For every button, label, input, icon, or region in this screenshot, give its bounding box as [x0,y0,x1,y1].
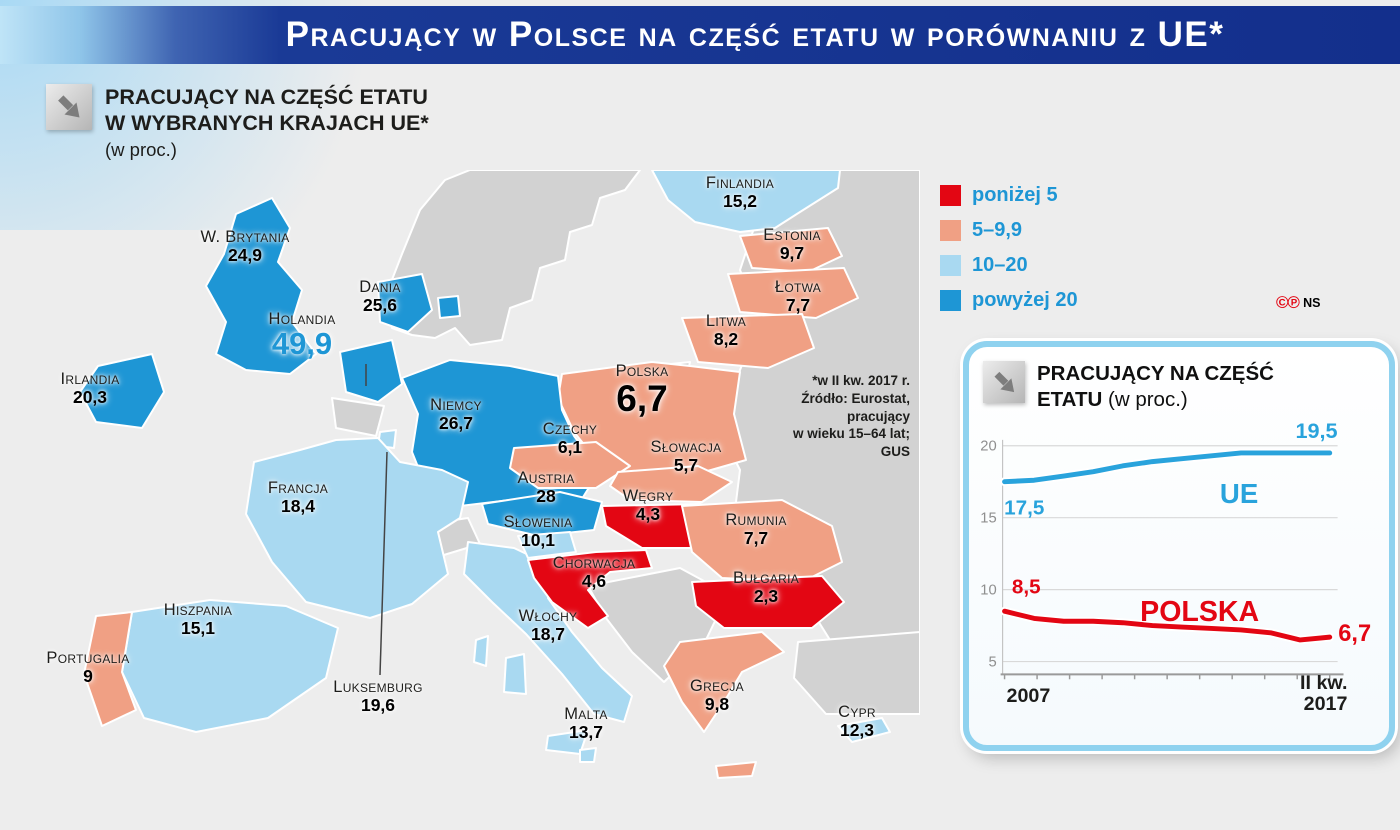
luksemburg-leader-line [379,451,388,676]
eu-countries [79,170,891,779]
country-shape-wbrytania [205,197,317,375]
svg-text:6,7: 6,7 [1338,621,1371,647]
country-shape-portugalia [83,611,137,727]
svg-text:20: 20 [980,439,996,455]
country-shape-francja [245,437,469,619]
country-shape-dania [377,273,433,333]
legend-label: 10–20 [972,254,1028,276]
country-shape-austria [481,491,603,537]
inset-line-chart: 20 15 10 5 17,5 19,5 UE 8,5 6,7 POLSKA 2007 II kw.2… [980,418,1371,712]
country-shape-belgium [331,397,385,437]
country-shape-crete [715,761,757,779]
legend-swatch [940,185,961,206]
inset-panel: PRACUJĄCY NA CZĘŚĆ ETATU (w proc.) 20 15 1… [963,341,1395,751]
country-shape-litwa [681,313,815,369]
diagonal-arrow-icon [983,361,1025,403]
svg-text:10: 10 [980,583,996,599]
legend-item-mid: 5–9,9 [940,219,1078,242]
country-shape-holandia [339,339,403,403]
leader-lines [365,364,388,676]
country-shape-rumunia [681,499,843,583]
svg-text:15: 15 [980,511,996,527]
svg-text:2017: 2017 [1304,693,1348,712]
country-shape-scandinavia [387,170,641,346]
legend-label: powyżej 20 [972,289,1078,311]
svg-text:8,5: 8,5 [1012,576,1041,599]
europe-map-area: Finlandia 15,2 W. Brytania 24,9 Irlandia 20,3… [40,170,920,830]
country-shape-irlandia [79,353,165,429]
legend-swatch [940,255,961,276]
country-shape-corsica [473,635,489,667]
svg-text:19,5: 19,5 [1295,418,1337,443]
legend-label: poniżej 5 [972,184,1058,206]
map-heading-line2: W WYBRANYCH KRAJACH UE* [105,111,429,136]
country-shape-malta [579,747,597,763]
page-title: Pracujący w Polsce na część etatu w poró… [285,15,1225,54]
country-shape-dania-island [437,295,461,319]
country-shape-slowenia [517,531,577,559]
country-shape-cypr [837,717,891,743]
inset-header: PRACUJĄCY NA CZĘŚĆ ETATU (w proc.) [969,347,1389,412]
legend-label: 5–9,9 [972,219,1023,241]
copyright-icon: ©℗ [1276,293,1300,312]
credit: ©℗ NS [1276,293,1320,313]
country-shape-estonia [739,227,843,273]
country-shape-polska [557,361,747,473]
legend-swatch [940,220,961,241]
inset-title: PRACUJĄCY NA CZĘŚĆ ETATU (w proc.) [1037,362,1274,411]
map-legend: poniżej 5 5–9,9 10–20 powyżej 20 [940,184,1078,324]
country-shape-sardinia [503,653,527,695]
legend-item-below5: poniżej 5 [940,184,1078,207]
country-shape-finlandia [651,170,841,233]
title-bar: Pracujący w Polsce na część etatu w poró… [0,6,1400,64]
country-shape-turkey [793,631,920,715]
map-heading: PRACUJĄCY NA CZĘŚĆ ETATU W WYBRANYCH KRA… [46,84,429,161]
svg-text:II kw.: II kw. [1300,672,1347,694]
country-shape-slowacja [609,465,733,503]
country-shape-grecja [663,631,785,733]
source-note: *w II kw. 2017 r. Źródło: Eurostat, prac… [792,373,910,460]
diagonal-arrow-icon [46,84,92,130]
svg-text:UE: UE [1220,478,1258,509]
credit-label: NS [1303,296,1321,310]
country-shape-hiszpania [121,599,339,733]
map-heading-unit: (w proc.) [105,139,177,161]
legend-swatch [940,290,961,311]
svg-text:2007: 2007 [1007,685,1051,707]
svg-text:POLSKA: POLSKA [1140,596,1259,628]
svg-text:5: 5 [988,655,996,671]
map-heading-line1: PRACUJĄCY NA CZĘŚĆ ETATU [105,85,428,109]
europe-map [79,170,920,779]
svg-text:17,5: 17,5 [1004,497,1044,520]
country-shape-bulgaria [691,575,845,629]
country-shape-lotwa [727,267,859,319]
legend-item-top: powyżej 20 [940,289,1078,312]
inset-title-unit: (w proc.) [1108,387,1188,411]
legend-item-high: 10–20 [940,254,1078,277]
country-shape-czechy [509,441,631,489]
country-shape-chorwacja [527,549,653,629]
